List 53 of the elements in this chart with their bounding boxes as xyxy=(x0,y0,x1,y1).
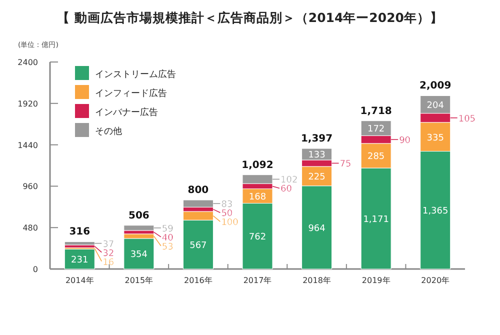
x-tick-label: 2017年 xyxy=(243,276,272,285)
legend-label: インフィード広告 xyxy=(95,88,167,99)
x-tick-label: 2019年 xyxy=(362,276,390,285)
data-label: 59 xyxy=(162,224,174,234)
data-label: 133 xyxy=(308,150,326,161)
legend-label: インバナー広告 xyxy=(95,107,158,118)
total-label: 316 xyxy=(69,226,90,238)
x-tick-label: 2014年 xyxy=(65,276,94,285)
data-label: 567 xyxy=(190,241,207,252)
total-label: 1,397 xyxy=(300,134,333,145)
data-label: 964 xyxy=(308,224,326,234)
data-label: 53 xyxy=(162,242,174,252)
legend-label: その他 xyxy=(95,126,122,137)
y-tick-label: 960 xyxy=(22,182,38,192)
total-label: 1,718 xyxy=(360,106,392,117)
data-label: 60 xyxy=(280,184,292,195)
data-label: 285 xyxy=(367,152,385,162)
data-label: 231 xyxy=(71,256,88,266)
total-label: 800 xyxy=(188,185,209,196)
x-tick-label: 2020年 xyxy=(421,276,450,285)
y-tick-label: 2400 xyxy=(18,58,38,67)
data-label: 335 xyxy=(426,133,444,144)
x-tick-label: 2015年 xyxy=(124,276,154,285)
data-label: 50 xyxy=(221,209,233,220)
data-label: 172 xyxy=(367,124,385,135)
data-label: 105 xyxy=(458,114,476,124)
total-label: 1,092 xyxy=(242,160,274,171)
legend-label: インストリーム広告 xyxy=(95,69,176,80)
data-label: 100 xyxy=(221,218,239,228)
data-label: 1,171 xyxy=(363,215,389,225)
y-tick-label: 0 xyxy=(32,265,38,274)
x-tick-label: 2016年 xyxy=(184,276,212,285)
data-label: 762 xyxy=(248,232,266,243)
y-tick-label: 1920 xyxy=(18,99,38,108)
data-label: 16 xyxy=(102,258,114,268)
x-tick-label: 2018年 xyxy=(302,276,331,285)
total-label: 2,009 xyxy=(420,80,452,92)
total-label: 506 xyxy=(128,210,150,222)
data-label: 83 xyxy=(221,200,233,210)
data-label: 102 xyxy=(280,176,298,186)
data-label: 1,365 xyxy=(422,206,448,217)
chart-title: 【 動画広告市場規模推計＜広告商品別＞（2014年ー2020年）】 xyxy=(57,10,443,25)
data-label: 204 xyxy=(426,101,444,112)
data-label: 40 xyxy=(162,233,174,244)
data-label: 354 xyxy=(130,250,148,260)
y-tick-label: 1440 xyxy=(18,140,38,150)
data-label: 225 xyxy=(308,172,326,183)
data-label: 37 xyxy=(102,240,114,250)
data-label: 168 xyxy=(248,192,266,203)
data-label: 32 xyxy=(102,248,114,259)
data-label: 75 xyxy=(340,160,352,170)
y-tick-label: 480 xyxy=(22,224,38,233)
data-label: 90 xyxy=(399,136,411,146)
